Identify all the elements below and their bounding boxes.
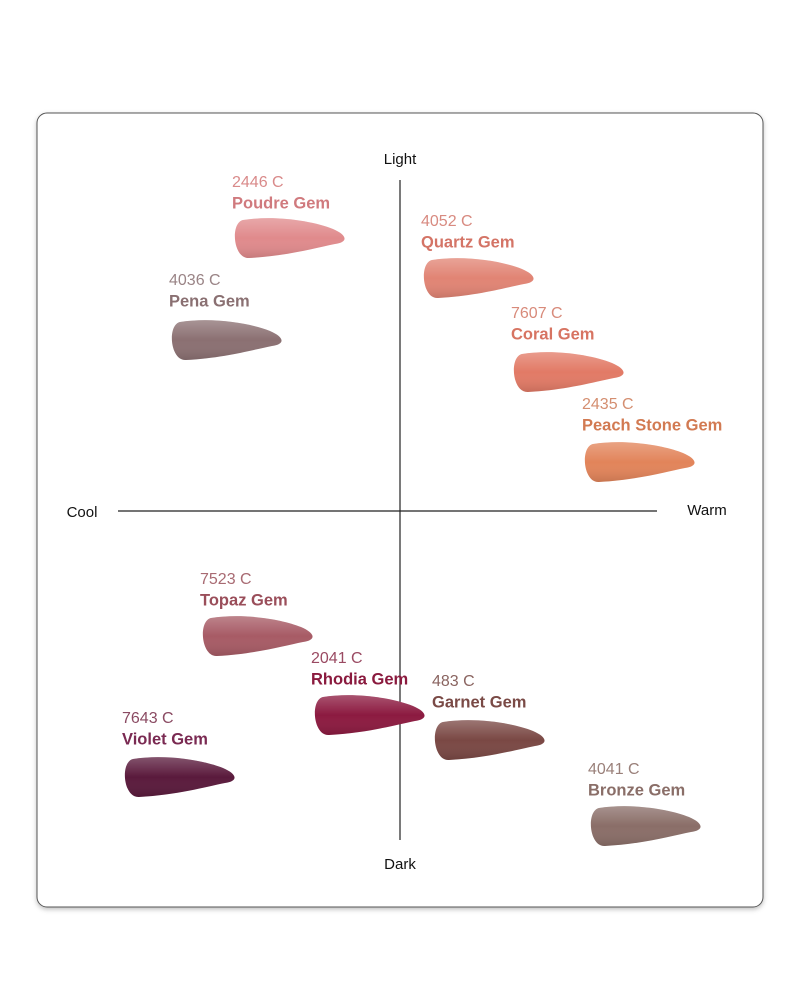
swatch-gloss [434,720,545,761]
shade: 4041 C Bronze Gem [588,761,701,847]
shade: 2435 C Peach Stone Gem [582,396,722,483]
shade-name: Peach Stone Gem [582,416,722,434]
shade-name: Bronze Gem [588,781,685,799]
swatch-gloss [314,695,425,736]
shade-code: 4036 C [169,272,221,289]
shade: 2446 C Poudre Gem [232,174,345,259]
shade: 483 C Garnet Gem [432,673,545,761]
shade-name: Quartz Gem [421,233,515,251]
shade-code: 2435 C [582,396,634,413]
swatch-gloss [423,258,534,299]
swatch-gloss [124,757,235,798]
shade-name: Garnet Gem [432,693,526,711]
axis-label: Warm [687,502,726,519]
shade-name: Violet Gem [122,730,208,748]
shade-code: 2446 C [232,174,284,191]
shade: 7643 C Violet Gem [122,710,235,798]
shade-code: 7607 C [511,305,563,322]
shade-code: 2041 C [311,650,363,667]
swatch-gloss [513,352,624,393]
shade-code: 7523 C [200,571,252,588]
shade-name: Rhodia Gem [311,670,408,688]
shade: 7607 C Coral Gem [511,305,624,393]
swatch-gloss [171,320,282,361]
shade-name: Coral Gem [511,325,594,343]
axis-label: Cool [67,504,98,521]
shade-name: Pena Gem [169,292,250,310]
swatch-gloss [584,442,695,483]
shade-code: 483 C [432,673,475,690]
shade-name: Poudre Gem [232,194,330,212]
shade-code: 4052 C [421,213,473,230]
axis-label: Light [384,151,417,168]
shade: 7523 C Topaz Gem [200,571,313,657]
swatch-gloss [590,806,701,847]
swatch-gloss [234,218,345,259]
shades: 2446 C Poudre Gem 4052 C Quartz Gem 4036 C Pe… [122,174,722,847]
swatch-gloss [202,616,313,657]
shade: 4052 C Quartz Gem [421,213,534,299]
shade: 4036 C Pena Gem [169,272,282,361]
shade-code: 7643 C [122,710,174,727]
shade-name: Topaz Gem [200,591,288,609]
shade-code: 4041 C [588,761,640,778]
axis-label: Dark [384,856,416,873]
shade: 2041 C Rhodia Gem [311,650,425,736]
